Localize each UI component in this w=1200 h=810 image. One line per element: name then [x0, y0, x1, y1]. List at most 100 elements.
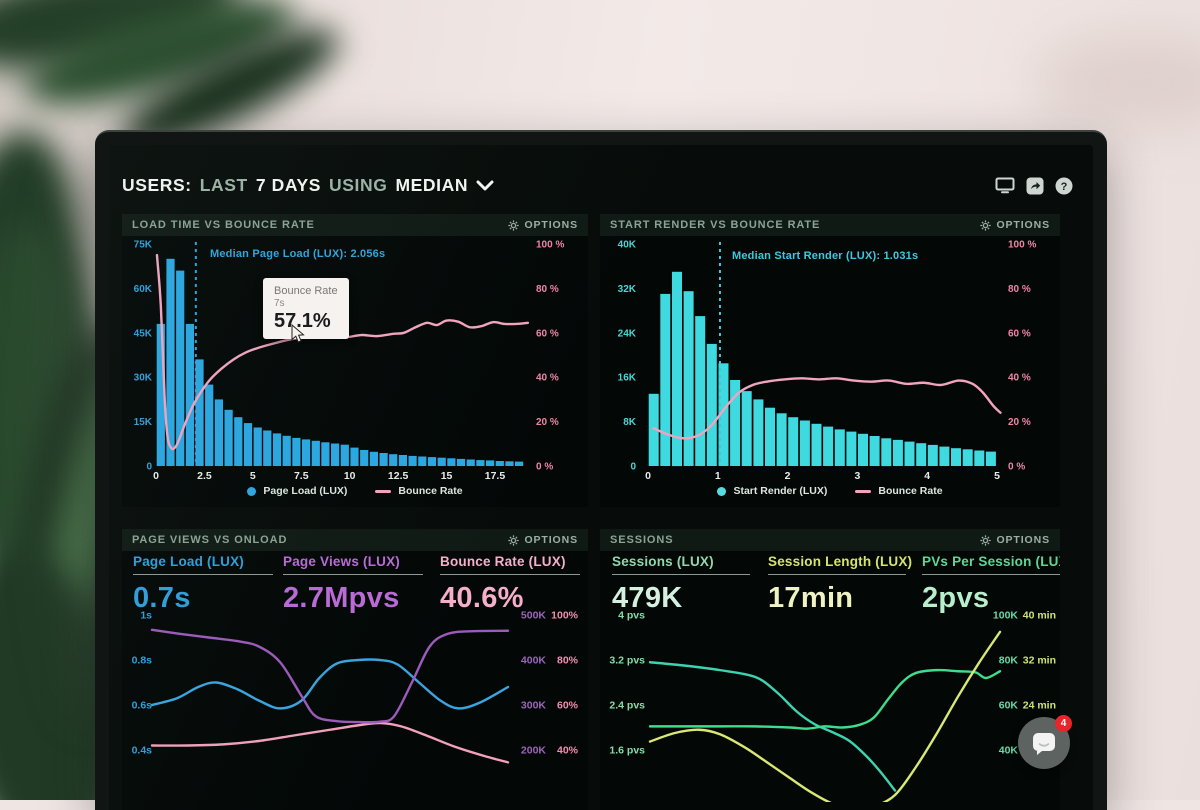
help-icon[interactable]: ?: [1055, 177, 1073, 195]
svg-text:1s: 1s: [140, 610, 152, 622]
svg-text:40K: 40K: [618, 240, 637, 251]
legend-item[interactable]: Start Render (LUX): [717, 485, 827, 497]
panel-sessions: SESSIONS OPTIONS Sessions (LUX) 479K Ses…: [600, 529, 1060, 810]
svg-text:1.6 pvs: 1.6 pvs: [609, 745, 645, 757]
svg-text:60K: 60K: [134, 284, 153, 295]
options-button[interactable]: OPTIONS: [980, 534, 1050, 546]
stat-rule: [612, 574, 750, 575]
median-annotation: Median Start Render (LUX): 1.031s: [732, 250, 918, 262]
stat-rule: [283, 574, 423, 575]
svg-text:80 %: 80 %: [1008, 284, 1031, 295]
svg-text:100K: 100K: [993, 610, 1019, 622]
svg-text:200K: 200K: [521, 745, 547, 757]
stat-rule: [133, 574, 273, 575]
svg-text:12.5: 12.5: [388, 470, 409, 482]
svg-text:10: 10: [344, 470, 356, 482]
svg-text:0 %: 0 %: [536, 462, 553, 473]
svg-text:100 %: 100 %: [536, 240, 564, 251]
display-icon[interactable]: [995, 177, 1015, 194]
legend-label: Bounce Rate: [878, 485, 942, 497]
gear-icon: [980, 535, 991, 546]
svg-text:100 %: 100 %: [1008, 240, 1036, 251]
laptop: USERS: LAST 7 DAYS USING MEDIAN ? LOAD T…: [95, 130, 1107, 810]
legend-item[interactable]: Page Load (LUX): [247, 485, 347, 497]
options-label: OPTIONS: [996, 219, 1050, 231]
legend-line: [855, 490, 871, 493]
svg-text:3.2 pvs: 3.2 pvs: [609, 655, 645, 667]
stat-label: Bounce Rate (LUX): [440, 554, 580, 569]
svg-text:0: 0: [146, 462, 152, 473]
panel-title: START RENDER VS BOUNCE RATE: [610, 219, 820, 231]
panel-start-render-header: START RENDER VS BOUNCE RATE OPTIONS: [600, 214, 1060, 236]
svg-text:2: 2: [785, 470, 791, 482]
options-label: OPTIONS: [524, 534, 578, 546]
legend-dot: [247, 487, 256, 496]
tooltip-series: Bounce Rate: [274, 285, 338, 297]
legend-dot: [717, 487, 726, 496]
svg-text:7.5: 7.5: [294, 470, 309, 482]
stat-label: Page Load (LUX): [133, 554, 273, 569]
svg-text:60K: 60K: [999, 700, 1019, 712]
panel-title: LOAD TIME VS BOUNCE RATE: [132, 219, 315, 231]
svg-text:17.5: 17.5: [485, 470, 506, 482]
chevron-down-icon: [476, 180, 494, 191]
svg-text:4 pvs: 4 pvs: [618, 610, 645, 622]
svg-text:8K: 8K: [623, 417, 637, 428]
panel-page-views-header: PAGE VIEWS VS ONLOAD OPTIONS: [122, 529, 588, 551]
panel-page-views: PAGE VIEWS VS ONLOAD OPTIONS Page Load (…: [122, 529, 588, 810]
legend-item[interactable]: Bounce Rate: [375, 485, 462, 497]
svg-text:24 min: 24 min: [1023, 700, 1056, 712]
svg-text:400K: 400K: [521, 655, 547, 667]
svg-text:40%: 40%: [557, 745, 579, 757]
options-button[interactable]: OPTIONS: [980, 219, 1050, 231]
gear-icon: [508, 220, 519, 231]
svg-text:0.4s: 0.4s: [132, 745, 153, 757]
svg-text:3: 3: [854, 470, 860, 482]
stat-label: PVs Per Session (LUX): [922, 554, 1060, 569]
svg-text:500K: 500K: [521, 610, 547, 622]
stat-rule: [768, 574, 906, 575]
options-button[interactable]: OPTIONS: [508, 534, 578, 546]
legend-label: Bounce Rate: [398, 485, 462, 497]
options-button[interactable]: OPTIONS: [508, 219, 578, 231]
stat-label: Sessions (LUX): [612, 554, 750, 569]
svg-text:45K: 45K: [134, 328, 153, 339]
share-icon[interactable]: [1026, 177, 1044, 195]
svg-text:40 min: 40 min: [1023, 610, 1056, 622]
title-last: LAST: [200, 175, 248, 196]
svg-text:40K: 40K: [999, 745, 1019, 757]
stat-rule: [922, 574, 1060, 575]
svg-text:80 %: 80 %: [536, 284, 559, 295]
dashboard-header: USERS: LAST 7 DAYS USING MEDIAN ?: [122, 175, 1073, 196]
svg-text:2.5: 2.5: [197, 470, 212, 482]
median-annotation: Median Page Load (LUX): 2.056s: [210, 248, 385, 260]
svg-text:2.4 pvs: 2.4 pvs: [609, 700, 645, 712]
users-range-dropdown[interactable]: USERS: LAST 7 DAYS USING MEDIAN: [122, 175, 494, 196]
options-label: OPTIONS: [996, 534, 1050, 546]
chat-widget-button[interactable]: 4: [1018, 717, 1070, 769]
title-range: 7 DAYS: [256, 175, 321, 196]
panel-start-render: START RENDER VS BOUNCE RATE OPTIONS 40K 3…: [600, 214, 1060, 507]
legend-item[interactable]: Bounce Rate: [855, 485, 942, 497]
title-using: USING: [329, 175, 387, 196]
header-icons: ?: [995, 177, 1073, 195]
svg-text:80K: 80K: [999, 655, 1019, 667]
svg-text:24K: 24K: [618, 328, 637, 339]
svg-text:5: 5: [994, 470, 1000, 482]
leaf-shadow: [1035, 35, 1200, 130]
svg-text:5: 5: [250, 470, 256, 482]
svg-text:20 %: 20 %: [536, 417, 559, 428]
title-metric: MEDIAN: [395, 175, 468, 196]
svg-text:80%: 80%: [557, 655, 579, 667]
svg-text:0: 0: [630, 462, 636, 473]
svg-text:4: 4: [924, 470, 930, 482]
svg-text:40 %: 40 %: [1008, 373, 1031, 384]
svg-text:60 %: 60 %: [536, 328, 559, 339]
stat-label: Session Length (LUX): [768, 554, 906, 569]
legend-line: [375, 490, 391, 493]
